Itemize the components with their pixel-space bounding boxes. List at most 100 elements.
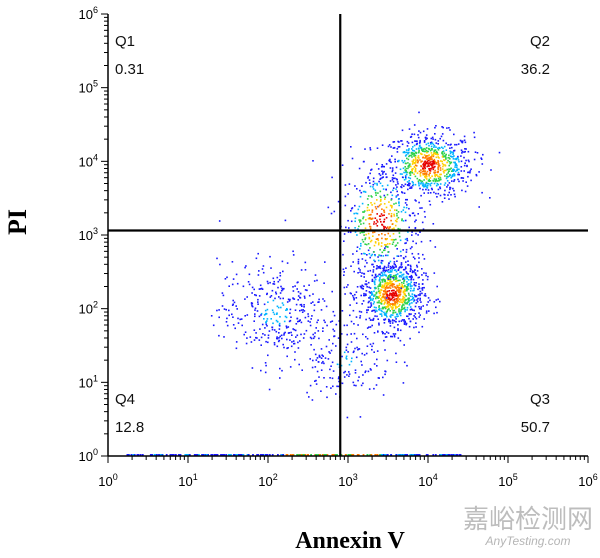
event-dot [292, 297, 295, 300]
event-dot [376, 454, 378, 456]
event-dot [369, 247, 371, 249]
event-dot [417, 151, 420, 154]
event-dot [455, 158, 458, 161]
event-dot [331, 176, 333, 179]
event-dot [406, 277, 408, 280]
event-dot [393, 292, 395, 295]
event-dot [444, 155, 447, 157]
event-dot [366, 454, 369, 456]
event-dot [313, 304, 316, 306]
event-dot [418, 149, 420, 152]
event-dot [257, 274, 260, 276]
event-dot [275, 291, 277, 294]
event-dot [378, 173, 381, 175]
event-dot [402, 161, 405, 164]
event-dot [232, 299, 234, 302]
event-dot [365, 352, 368, 355]
event-dot [354, 347, 356, 350]
event-dot [232, 324, 235, 326]
event-dot [388, 290, 391, 292]
event-dot [452, 187, 454, 190]
event-dot [410, 281, 412, 283]
event-dot [292, 250, 294, 253]
event-dot [381, 310, 383, 313]
event-dot [312, 293, 314, 295]
event-dot [393, 269, 396, 271]
event-dot [445, 149, 448, 151]
event-dot [415, 161, 417, 163]
event-dot [348, 183, 351, 185]
event-dot [345, 358, 348, 360]
event-dot [373, 332, 376, 334]
event-dot [413, 294, 416, 296]
event-dot [330, 365, 332, 367]
event-dot [153, 454, 156, 456]
event-dot [314, 274, 317, 276]
event-dot [300, 333, 302, 336]
event-dot [392, 233, 395, 235]
event-dot [231, 283, 234, 286]
event-dot [432, 168, 434, 171]
event-dot [265, 313, 268, 315]
event-dot [355, 316, 358, 318]
event-dot [277, 286, 279, 289]
event-dot [132, 454, 135, 456]
x-tick-label: 103 [338, 472, 357, 489]
event-dot [374, 242, 377, 244]
event-dot [414, 269, 416, 271]
event-dot [385, 285, 388, 288]
event-dot [454, 162, 456, 164]
x-tick-label: 105 [498, 472, 517, 489]
event-dot [408, 325, 411, 328]
event-dot [297, 299, 299, 301]
event-dot [461, 189, 463, 192]
event-dot [369, 368, 372, 370]
event-dot [394, 316, 397, 318]
event-dot [279, 335, 281, 338]
event-dot [254, 313, 256, 315]
event-dot [225, 308, 227, 311]
event-dot [267, 354, 269, 357]
event-dot [380, 177, 382, 180]
event-dot [478, 171, 480, 173]
event-dot [386, 277, 389, 280]
event-dot [409, 306, 412, 308]
event-dot [286, 347, 288, 350]
event-dot [437, 156, 439, 158]
event-dot [399, 266, 401, 268]
event-dot [399, 168, 402, 171]
x-tick-label: 106 [578, 472, 597, 489]
event-dot [312, 160, 314, 162]
event-dot [414, 273, 417, 276]
event-dot [136, 454, 139, 456]
event-dot [345, 346, 348, 349]
event-dot [384, 288, 387, 291]
event-dot [309, 321, 311, 323]
event-dot [363, 292, 365, 295]
event-dot [469, 171, 471, 174]
event-dot [461, 152, 463, 154]
event-dot [417, 253, 420, 255]
event-dot [411, 133, 413, 135]
event-dot [440, 160, 442, 162]
event-dot [435, 299, 438, 301]
event-dot [335, 323, 338, 326]
event-dot [409, 154, 411, 157]
event-dot [383, 339, 385, 342]
event-dot [440, 178, 442, 181]
event-dot [405, 261, 407, 263]
event-dot [460, 177, 463, 179]
event-dot [447, 194, 449, 196]
event-dot [428, 156, 431, 159]
event-dot [337, 385, 340, 388]
event-dot [434, 171, 437, 174]
x-tick-label: 100 [98, 472, 117, 489]
event-dot [402, 291, 405, 294]
event-dot [406, 364, 408, 367]
event-dot [175, 454, 177, 456]
event-dot [443, 159, 446, 162]
event-dot [416, 300, 419, 303]
event-dot [350, 210, 352, 212]
event-dot [221, 292, 224, 294]
event-dot [424, 170, 426, 172]
